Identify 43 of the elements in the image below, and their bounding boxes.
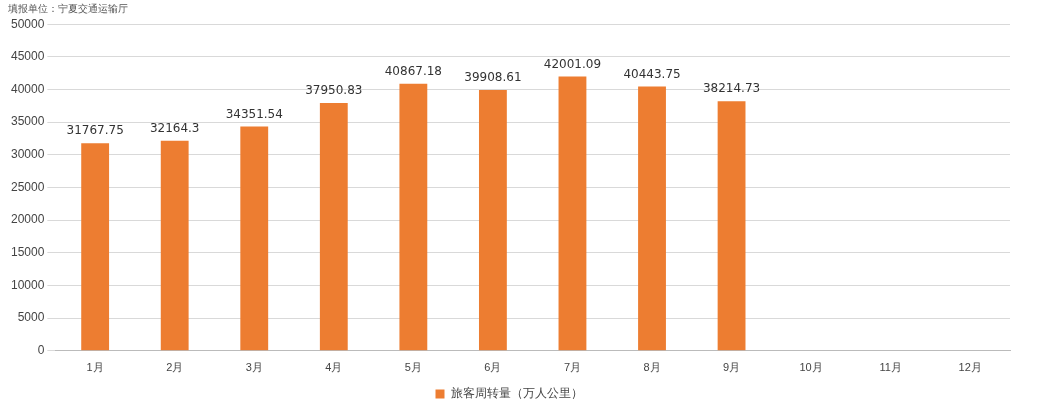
bar xyxy=(160,140,189,351)
chart-subtitle: 填报单位：宁夏交通运输厅 xyxy=(8,2,128,16)
bar xyxy=(638,86,666,351)
data-label: 39908.61 xyxy=(464,70,522,85)
x-tick-label: 9月 xyxy=(723,361,741,374)
x-tick-label: 12月 xyxy=(958,361,982,374)
x-tick-label: 5月 xyxy=(404,361,422,374)
x-tick-label: 1月 xyxy=(86,361,104,374)
x-tick-label: 4月 xyxy=(325,361,343,374)
y-tick-label: 5000 xyxy=(17,310,45,325)
data-label: 40443.75 xyxy=(623,66,681,81)
y-tick-label: 50000 xyxy=(10,16,45,31)
y-tick-label: 15000 xyxy=(10,245,45,260)
y-tick-label: 30000 xyxy=(10,147,45,162)
x-tick-label: 6月 xyxy=(484,361,502,374)
bar xyxy=(81,143,110,351)
x-tick-label: 10月 xyxy=(799,361,823,374)
y-tick-label: 10000 xyxy=(10,277,45,292)
data-label: 42001.09 xyxy=(543,56,602,71)
data-label: 37950.83 xyxy=(305,83,363,98)
y-tick-label: 0 xyxy=(37,343,45,358)
bar xyxy=(399,83,428,351)
y-tick-label: 25000 xyxy=(10,179,45,194)
y-tick-label: 20000 xyxy=(10,212,45,227)
x-tick-label: 7月 xyxy=(563,361,582,374)
data-label: 34351.54 xyxy=(225,106,283,121)
x-tick-label: 2月 xyxy=(166,361,184,374)
y-tick-label: 40000 xyxy=(10,81,45,96)
x-tick-label: 3月 xyxy=(245,361,263,374)
y-tick-label: 35000 xyxy=(10,114,45,129)
x-tick-label: 11月 xyxy=(879,361,902,374)
x-tick-label: 8月 xyxy=(643,361,661,374)
data-label: 32164.3 xyxy=(149,120,200,135)
data-label: 31767.75 xyxy=(66,123,124,138)
y-tick-label: 45000 xyxy=(10,49,45,64)
bar xyxy=(240,126,269,351)
bar xyxy=(558,76,587,351)
legend-label: 旅客周转量（万人公里） xyxy=(450,386,583,401)
bar xyxy=(319,102,348,351)
bar xyxy=(478,90,507,351)
data-label: 40867.18 xyxy=(384,63,442,78)
data-label: 38214.73 xyxy=(702,81,761,96)
bar xyxy=(717,101,746,351)
